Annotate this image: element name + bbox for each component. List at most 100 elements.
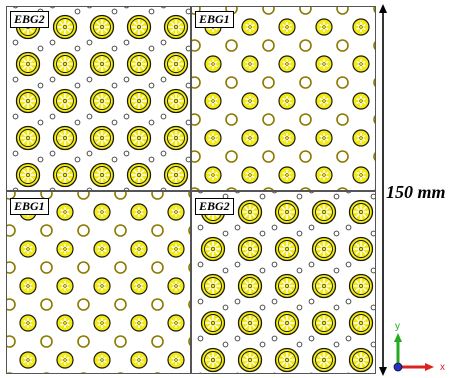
via-ring bbox=[74, 8, 81, 15]
via-ring bbox=[308, 224, 315, 231]
via-ring bbox=[6, 47, 7, 50]
ebg1-via bbox=[285, 173, 289, 177]
via-ring bbox=[383, 262, 388, 267]
via-ring bbox=[123, 150, 130, 157]
via-ring bbox=[123, 39, 130, 46]
ring-resonator bbox=[114, 224, 127, 237]
ebg2-via bbox=[136, 61, 142, 67]
via-ring bbox=[308, 335, 315, 342]
via-ring bbox=[383, 299, 388, 304]
axis-x-label: x bbox=[440, 362, 445, 373]
ebg2-inner-ring bbox=[352, 203, 370, 221]
ebg2-via bbox=[62, 172, 68, 178]
ebg2-inner-ring bbox=[241, 314, 259, 332]
ebg2-inner-ring bbox=[204, 240, 222, 258]
quadrant-top-right bbox=[191, 6, 376, 191]
ebg1-via bbox=[174, 284, 178, 288]
ebg2-via bbox=[210, 246, 216, 252]
via-ring bbox=[49, 6, 56, 9]
ebg2-via bbox=[62, 98, 68, 104]
ring-resonator bbox=[77, 298, 90, 311]
ring-resonator bbox=[6, 224, 16, 237]
ebg2-via bbox=[247, 246, 253, 252]
ebg1-via bbox=[63, 358, 67, 362]
ring-resonator bbox=[114, 261, 127, 274]
via-ring bbox=[37, 156, 44, 163]
via-ring bbox=[12, 6, 19, 9]
via-ring bbox=[333, 193, 340, 200]
via-ring bbox=[197, 261, 204, 268]
axis-y-arrowhead bbox=[394, 333, 402, 342]
via-ring bbox=[74, 45, 81, 52]
via-ring bbox=[123, 6, 130, 9]
ring-resonator bbox=[373, 40, 376, 51]
via-ring bbox=[12, 113, 19, 120]
ebg1-via bbox=[26, 247, 30, 251]
quadrant-frame bbox=[6, 6, 191, 191]
ebg1-via bbox=[359, 136, 363, 140]
via-ring bbox=[296, 267, 303, 274]
ebg1-via bbox=[63, 247, 67, 251]
via-ring bbox=[49, 39, 56, 46]
label-top-right: EBG1 bbox=[195, 11, 234, 28]
via-ring bbox=[6, 84, 7, 87]
via-ring bbox=[345, 224, 352, 231]
dimension-arrowhead-top bbox=[379, 4, 387, 13]
quadrant-frame bbox=[6, 191, 191, 374]
via-ring bbox=[12, 76, 19, 83]
ebg2-inner-ring bbox=[167, 55, 185, 73]
ring-resonator bbox=[114, 335, 127, 348]
via-ring bbox=[296, 193, 303, 200]
ebg2-inner-ring bbox=[315, 314, 333, 332]
quadrant-bottom-right bbox=[191, 191, 388, 374]
via-ring bbox=[86, 150, 93, 157]
ebg1-via bbox=[137, 210, 141, 214]
ring-resonator bbox=[114, 191, 127, 200]
ebg1-via bbox=[322, 25, 326, 29]
ring-resonator bbox=[191, 187, 201, 191]
ring-resonator bbox=[373, 151, 376, 162]
ring-resonator bbox=[191, 113, 201, 126]
ebg2-inner-ring bbox=[19, 129, 37, 147]
via-ring bbox=[111, 156, 118, 163]
via-ring bbox=[74, 156, 81, 163]
ebg2-via bbox=[99, 135, 105, 141]
ring-resonator bbox=[191, 150, 201, 163]
ring-resonator bbox=[6, 298, 16, 311]
ebg2-inner-ring bbox=[241, 277, 259, 295]
via-ring bbox=[86, 76, 93, 83]
via-ring bbox=[383, 225, 388, 230]
via-ring bbox=[37, 45, 44, 52]
via-ring bbox=[12, 39, 19, 46]
ebg2-inner-ring bbox=[167, 129, 185, 147]
ring-resonator bbox=[188, 336, 191, 347]
ebg2-via bbox=[210, 320, 216, 326]
via-ring bbox=[234, 224, 241, 231]
ebg1-via bbox=[359, 99, 363, 103]
ebg1-via bbox=[137, 358, 141, 362]
dimension-label: 150 mm bbox=[386, 182, 446, 202]
ebg2-inner-ring bbox=[93, 92, 111, 110]
ebg2-via bbox=[173, 24, 179, 30]
ring-resonator bbox=[225, 150, 238, 163]
ebg2-via bbox=[358, 357, 364, 363]
ebg2-via bbox=[358, 209, 364, 215]
ebg1-via bbox=[100, 358, 104, 362]
via-ring bbox=[345, 261, 352, 268]
ring-resonator bbox=[262, 150, 275, 163]
ebg1-via bbox=[63, 210, 67, 214]
dimension-arrowhead-bottom bbox=[379, 367, 387, 376]
via-ring bbox=[271, 335, 278, 342]
via-ring bbox=[74, 82, 81, 89]
ebg2-inner-ring bbox=[278, 203, 296, 221]
via-ring bbox=[160, 76, 167, 83]
ebg2-inner-ring bbox=[56, 55, 74, 73]
ebg2-inner-ring bbox=[204, 277, 222, 295]
ring-resonator bbox=[225, 76, 238, 89]
via-ring bbox=[148, 45, 155, 52]
ring-resonator bbox=[336, 39, 349, 52]
ebg2-inner-ring bbox=[315, 240, 333, 258]
via-ring bbox=[222, 267, 229, 274]
ebg1-via bbox=[100, 321, 104, 325]
